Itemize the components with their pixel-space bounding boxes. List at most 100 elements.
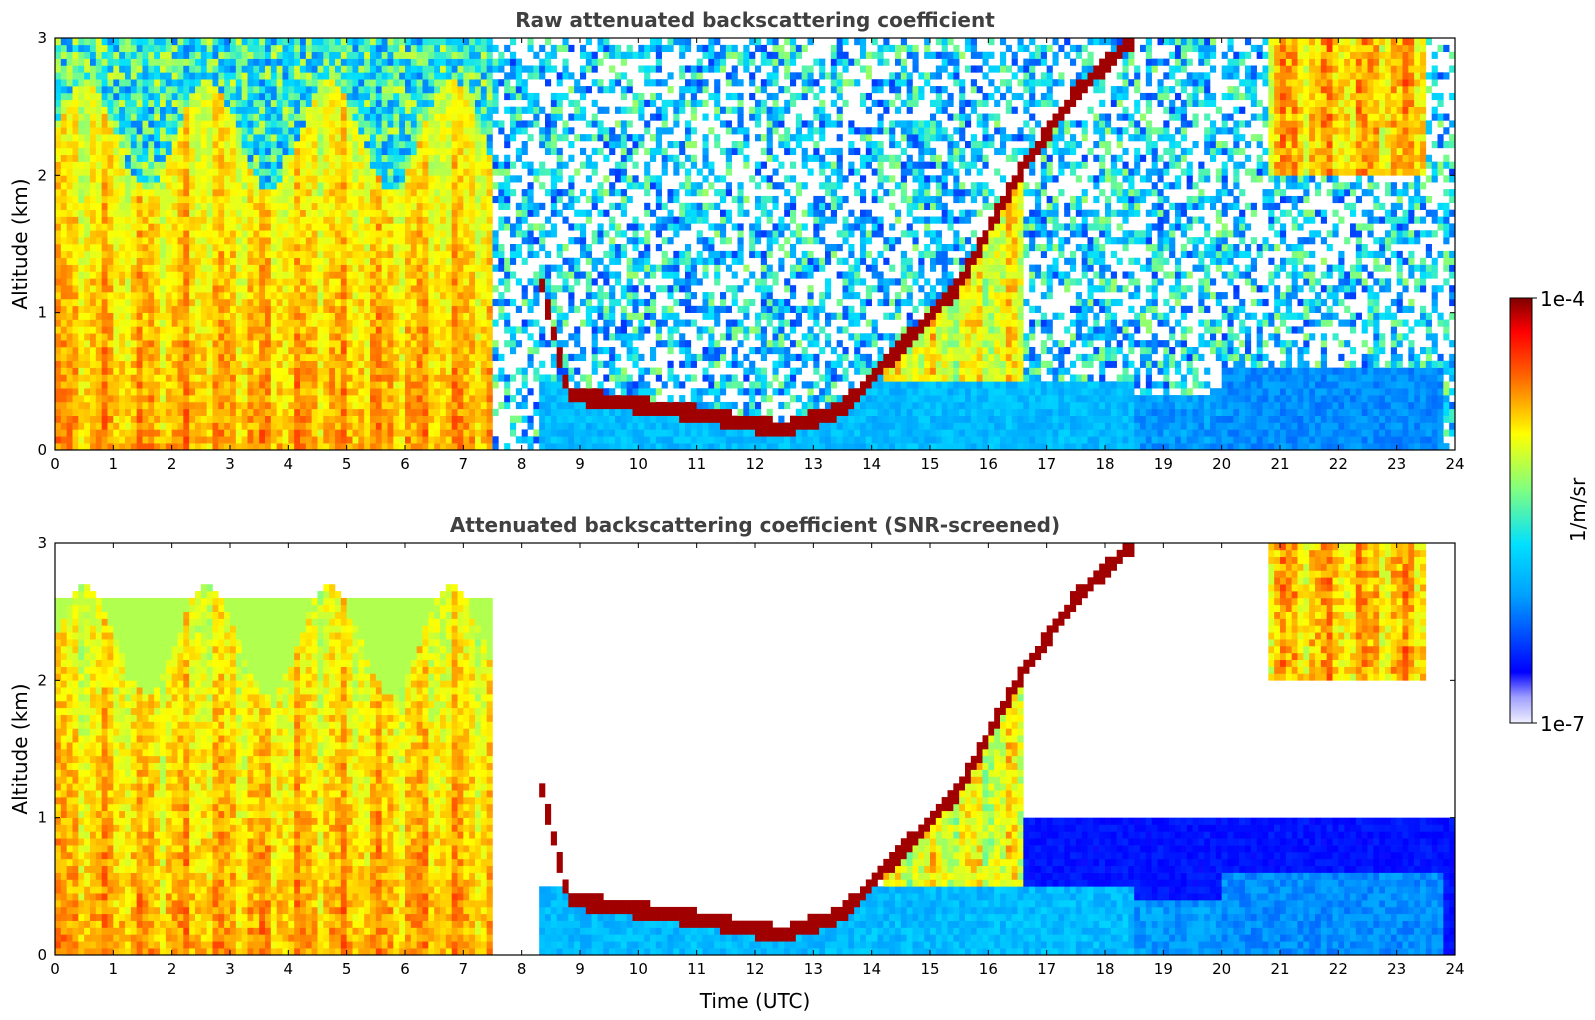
heatmap-cell: [475, 415, 482, 423]
heatmap-cell: [136, 333, 143, 341]
heatmap-cell: [358, 271, 365, 279]
heatmap-cell: [148, 353, 155, 362]
heatmap-cell: [165, 443, 172, 451]
heatmap-cell: [445, 202, 452, 210]
heatmap-cell: [300, 395, 307, 403]
heatmap-cell: [259, 298, 266, 307]
heatmap-cell: [545, 401, 552, 410]
heatmap-cell: [288, 367, 295, 375]
heatmap-cell: [381, 340, 388, 348]
heatmap-cell: [562, 244, 569, 252]
heatmap-cell: [288, 120, 295, 128]
heatmap-cell: [218, 244, 225, 252]
heatmap-cell: [364, 429, 371, 437]
heatmap-cell: [305, 422, 312, 430]
heatmap-cell: [265, 292, 272, 300]
heatmap-cell: [492, 250, 499, 259]
heatmap-cell: [434, 429, 441, 437]
heatmap-cell: [55, 312, 62, 320]
heatmap-cell: [107, 353, 114, 362]
heatmap-cell: [101, 443, 108, 451]
heatmap-cell: [160, 415, 167, 423]
heatmap-cell: [457, 401, 464, 410]
heatmap-cell: [247, 271, 254, 279]
heatmap-cell: [375, 264, 382, 272]
heatmap-cell: [247, 347, 254, 355]
heatmap-cell: [130, 401, 137, 410]
heatmap-cell: [84, 237, 91, 245]
heatmap-cell: [329, 141, 336, 149]
heatmap-cell: [381, 230, 388, 238]
heatmap-cell: [288, 388, 295, 396]
heatmap-cell: [451, 388, 458, 396]
heatmap-cell: [154, 319, 161, 327]
heatmap-cell: [574, 443, 581, 451]
heatmap-cell: [78, 161, 85, 169]
heatmap-cell: [300, 154, 307, 162]
heatmap-cell: [66, 161, 73, 169]
heatmap-cell: [288, 340, 295, 348]
heatmap-cell: [282, 264, 289, 272]
heatmap-cell: [416, 257, 423, 265]
heatmap-cell: [130, 319, 137, 327]
heatmap-cell: [218, 360, 225, 368]
heatmap-cell: [486, 161, 493, 169]
heatmap-cell: [305, 216, 312, 224]
heatmap-cell: [84, 395, 91, 403]
heatmap-cell: [95, 127, 102, 135]
heatmap-cell: [492, 298, 499, 307]
heatmap-cell: [224, 44, 231, 53]
heatmap-cell: [183, 147, 190, 156]
heatmap-cell: [381, 195, 388, 204]
heatmap-cell: [224, 333, 231, 341]
heatmap-cell: [416, 195, 423, 204]
heatmap-cell: [142, 298, 149, 307]
heatmap-cell: [253, 79, 260, 87]
heatmap-cell: [212, 429, 219, 437]
heatmap-cell: [241, 388, 248, 396]
heatmap-cell: [405, 415, 412, 423]
heatmap-cell: [177, 168, 184, 176]
heatmap-cell: [212, 38, 219, 46]
heatmap-cell: [463, 374, 470, 382]
heatmap-cell: [154, 86, 161, 94]
heatmap-cell: [323, 374, 330, 382]
heatmap-cell: [247, 195, 254, 204]
heatmap-cell: [305, 72, 312, 80]
heatmap-cell: [247, 326, 254, 334]
heatmap-cell: [492, 264, 499, 272]
heatmap-cell: [405, 367, 412, 375]
heatmap-cell: [119, 374, 126, 382]
heatmap-cell: [486, 79, 493, 87]
heatmap-cell: [533, 113, 540, 121]
heatmap-cell: [218, 182, 225, 190]
heatmap-cell: [399, 44, 406, 53]
heatmap-cell: [550, 134, 557, 142]
heatmap-cell: [259, 92, 266, 101]
heatmap-cell: [510, 134, 517, 142]
heatmap-cell: [189, 395, 196, 403]
heatmap-cell: [387, 38, 394, 46]
heatmap-cell: [276, 175, 283, 183]
heatmap-cell: [556, 312, 563, 320]
heatmap-cell: [101, 401, 108, 410]
heatmap-cell: [445, 79, 452, 87]
heatmap-cell: [451, 264, 458, 272]
heatmap-cell: [445, 141, 452, 149]
heatmap-cell: [253, 285, 260, 293]
heatmap-cell: [352, 189, 359, 197]
heatmap-cell: [276, 278, 283, 286]
heatmap-cell: [183, 408, 190, 416]
heatmap-cell: [241, 216, 248, 224]
heatmap-cell: [428, 278, 435, 286]
heatmap-cell: [381, 436, 388, 444]
heatmap-cell: [230, 312, 237, 320]
heatmap-cell: [200, 305, 207, 313]
heatmap-cell: [206, 127, 213, 135]
heatmap-cell: [136, 134, 143, 142]
heatmap-cell: [183, 340, 190, 348]
heatmap-cell: [305, 141, 312, 149]
heatmap-cell: [241, 161, 248, 169]
heatmap-cell: [311, 333, 318, 341]
heatmap-cell: [381, 429, 388, 437]
